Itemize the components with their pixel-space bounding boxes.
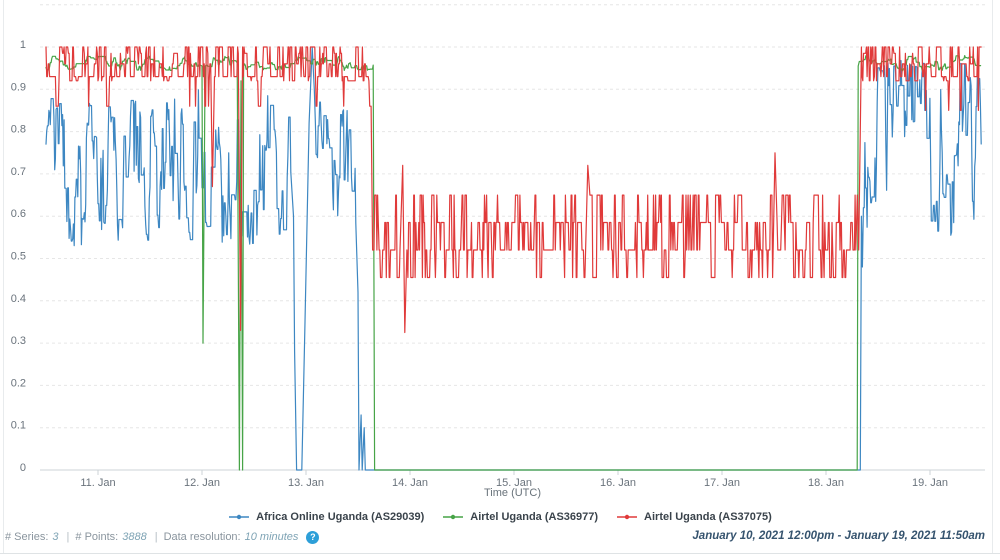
x-tick-label: 11. Jan: [80, 477, 115, 489]
points-count-label: # Points:: [75, 531, 119, 543]
series-line-1: [45, 55, 982, 471]
panel-border-right: [992, 0, 993, 553]
x-tick-label: 12. Jan: [184, 477, 220, 489]
y-tick-label: 0.1: [11, 420, 26, 432]
points-count-value: 3888: [122, 531, 147, 543]
y-tick-label: 1: [20, 39, 26, 51]
chart-legend: Africa Online Uganda (AS29039) Airtel Uga…: [0, 508, 1000, 526]
x-tick-label: 14. Jan: [392, 477, 428, 489]
y-tick-label: 0: [20, 462, 26, 474]
series-line-2: [45, 46, 982, 334]
resolution-label: Data resolution:: [163, 531, 241, 543]
y-tick-label: 0.3: [11, 335, 26, 347]
x-tick-label: 16. Jan: [600, 477, 636, 489]
x-tick-label: 13. Jan: [288, 477, 324, 489]
chart-stats: # Series: 3 | # Points: 3888 | Data reso…: [5, 529, 320, 545]
y-tick-label: 0.9: [11, 81, 26, 93]
stats-separator: |: [154, 531, 158, 543]
legend-marker-icon: [443, 514, 464, 520]
legend-item-2[interactable]: Airtel Uganda (AS37075): [616, 511, 772, 523]
stats-separator: |: [66, 531, 70, 543]
y-tick-label: 0.5: [11, 251, 26, 263]
y-tick-label: 0.2: [11, 377, 26, 389]
legend-marker-icon: [617, 514, 638, 520]
legend-marker-icon: [229, 514, 250, 520]
legend-label: Airtel Uganda (AS36977): [470, 511, 599, 523]
y-tick-label: 0.6: [11, 208, 26, 220]
y-tick-label: 0.8: [11, 124, 26, 136]
time-series-chart[interactable]: 11. Jan 12. Jan 13. Jan 14. Jan 15. Jan 16. J…: [0, 0, 1000, 505]
series-count-value: 3: [52, 531, 59, 543]
x-tick-label: 19. Jan: [912, 477, 948, 489]
panel-border-left: [3, 0, 4, 553]
panel-divider: [0, 553, 1000, 554]
x-tick-label: 18. Jan: [808, 477, 844, 489]
y-tick-label: 0.7: [11, 166, 26, 178]
x-tick-label: 15. Jan: [496, 477, 532, 489]
date-range-label: January 10, 2021 12:00pm - January 19, 2…: [692, 530, 985, 542]
legend-item-1[interactable]: Airtel Uganda (AS36977): [442, 511, 598, 523]
legend-item-0[interactable]: Africa Online Uganda (AS29039): [228, 511, 424, 523]
help-icon[interactable]: ?: [306, 530, 320, 544]
x-tick-label: 17. Jan: [704, 477, 740, 489]
legend-label: Airtel Uganda (AS37075): [644, 511, 772, 523]
series-line-0: [45, 46, 982, 471]
x-axis-title: Time (UTC): [483, 487, 542, 499]
legend-label: Africa Online Uganda (AS29039): [256, 511, 425, 523]
resolution-value: 10 minutes: [244, 531, 299, 543]
series-count-label: # Series:: [5, 531, 49, 543]
y-tick-label: 0.4: [11, 293, 26, 305]
